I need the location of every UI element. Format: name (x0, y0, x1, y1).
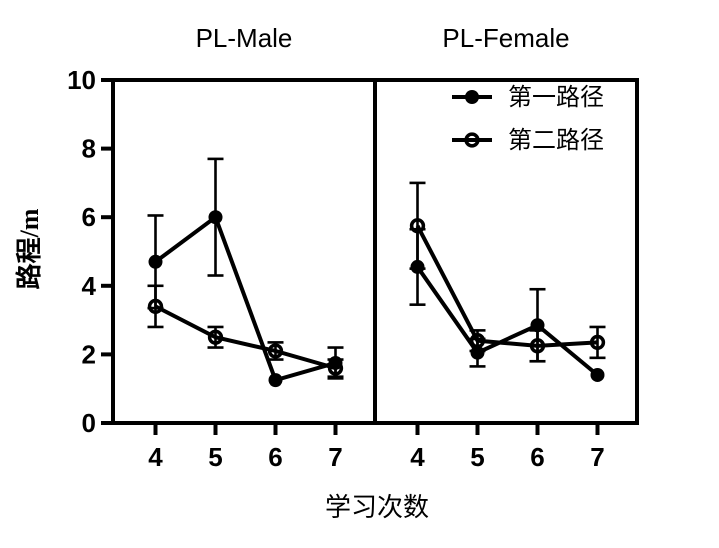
data-point-open (589, 334, 606, 351)
panel-title-female: PL-Female (442, 23, 569, 53)
x-tick-label: 6 (530, 442, 544, 472)
y-tick-label: 0 (82, 408, 96, 438)
data-point-filled (590, 367, 605, 382)
legend-label-1: 第一路径 (508, 84, 604, 111)
series-line (415, 265, 599, 377)
data-point-filled (410, 259, 425, 274)
x-tick-label: 7 (328, 442, 342, 472)
x-axis-title: 学习次数 (325, 493, 429, 522)
series-line (154, 304, 337, 371)
x-tick-label: 6 (268, 442, 282, 472)
axes-layer: 0 2 4 6 8 10 4 5 6 7 4 5 6 7 (67, 65, 605, 472)
filled-circle-icon (465, 90, 479, 104)
panel-title-male: PL-Male (196, 23, 293, 53)
legend-label-2: 第二路径 (508, 127, 604, 154)
x-tick-label: 5 (208, 442, 222, 472)
series-line (415, 224, 598, 348)
y-tick-label: 8 (82, 134, 96, 164)
data-point-filled (208, 210, 223, 225)
legend: 第一路径 第二路径 (452, 84, 604, 154)
y-tick-label: 6 (82, 202, 96, 232)
series-layer (147, 157, 606, 388)
data-point-filled (328, 355, 343, 370)
series-line (154, 214, 337, 383)
data-point-open (267, 343, 284, 359)
y-tick-label: 2 (82, 339, 96, 369)
data-point-filled (148, 254, 163, 269)
data-point-open (529, 338, 546, 354)
data-point-filled (268, 373, 283, 388)
open-circle-icon (464, 132, 480, 148)
data-point-filled (530, 318, 545, 333)
y-tick-label: 4 (82, 271, 97, 301)
data-point-filled (470, 345, 485, 360)
x-tick-label: 4 (148, 442, 163, 472)
y-tick-label: 10 (67, 65, 96, 95)
x-tick-label: 7 (590, 442, 604, 472)
data-point-open (207, 329, 224, 345)
x-tick-label: 4 (410, 442, 425, 472)
x-tick-label: 5 (470, 442, 484, 472)
data-point-open (409, 218, 426, 234)
data-point-open (147, 298, 164, 315)
y-axis-title: 路程/m (14, 208, 44, 289)
